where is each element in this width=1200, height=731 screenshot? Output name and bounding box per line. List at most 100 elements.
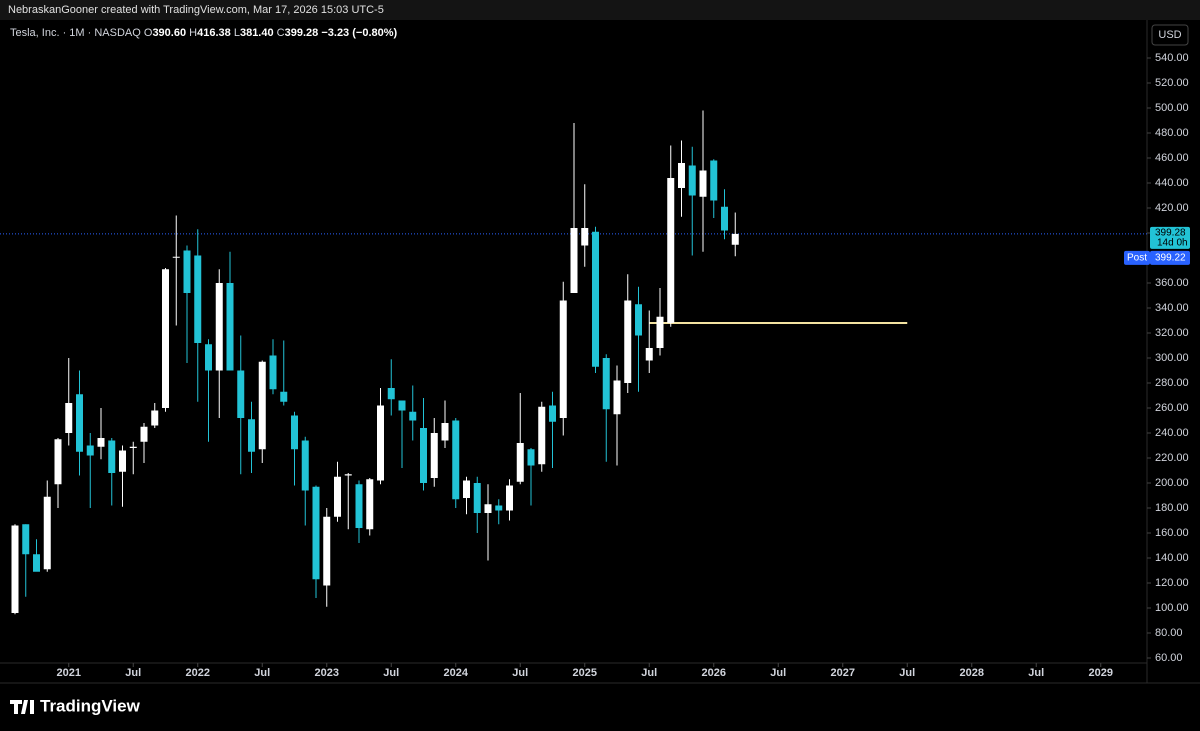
x-tick-label: Jul xyxy=(512,667,528,679)
candle-body xyxy=(667,178,675,323)
y-tick-label: 300.00 xyxy=(1155,352,1189,364)
x-tick-label: Jul xyxy=(254,667,270,679)
candle-body xyxy=(119,450,126,472)
last-price-box xyxy=(1150,226,1190,249)
legend-value: 390.60 xyxy=(152,27,186,39)
x-tick-label: Jul xyxy=(899,667,915,679)
candle-body xyxy=(699,170,707,197)
y-tick-label: 420.00 xyxy=(1155,202,1189,214)
candle-body xyxy=(97,438,105,447)
candle-body xyxy=(323,516,331,586)
x-tick-label: Jul xyxy=(1028,667,1044,679)
candle-body xyxy=(248,419,255,452)
y-tick-label: 240.00 xyxy=(1155,427,1189,439)
candle-body xyxy=(344,474,352,476)
candle-body xyxy=(678,163,685,188)
candle-body xyxy=(291,415,298,450)
candle-body xyxy=(409,411,417,421)
currency-box xyxy=(1151,24,1189,46)
y-tick-label: 540.00 xyxy=(1155,52,1189,64)
candle-body xyxy=(441,423,449,441)
y-tick-label: 140.00 xyxy=(1155,552,1189,564)
y-tick-label: 220.00 xyxy=(1155,452,1189,464)
legend-change: −3.23 (−0.80%) xyxy=(321,27,397,39)
candle-body xyxy=(581,228,589,246)
candle-body xyxy=(226,283,234,371)
y-tick-label: 320.00 xyxy=(1155,327,1189,339)
x-tick-label: 2026 xyxy=(702,667,726,679)
x-tick-label: 2023 xyxy=(315,667,339,679)
candle-body xyxy=(710,160,718,201)
candle-body xyxy=(387,388,395,400)
legend: Tesla, Inc. · 1M · NASDAQ O390.60 H416.3… xyxy=(10,27,398,39)
candle-body xyxy=(215,283,223,371)
candle-body xyxy=(559,300,567,418)
legend-symbol: Tesla, Inc. · 1M · NASDAQ xyxy=(10,27,141,39)
legend-value: 381.40 xyxy=(240,27,274,39)
candle-body xyxy=(484,504,492,513)
candle-body xyxy=(549,405,556,422)
candle-body xyxy=(11,525,19,613)
candle-body xyxy=(334,476,341,517)
candle-body xyxy=(280,391,288,402)
candle-body xyxy=(43,496,51,570)
candle-body xyxy=(54,439,62,485)
legend-value: 416.38 xyxy=(197,27,231,39)
candle-body xyxy=(65,403,73,433)
y-tick-label: 440.00 xyxy=(1155,177,1189,189)
x-tick-label: 2029 xyxy=(1089,667,1113,679)
candle-body xyxy=(205,344,212,371)
x-tick-label: Jul xyxy=(125,667,141,679)
y-tick-label: 360.00 xyxy=(1155,277,1189,289)
y-tick-label: 340.00 xyxy=(1155,302,1189,314)
candle-body xyxy=(355,484,363,528)
candle-body xyxy=(527,449,535,466)
candle-body xyxy=(420,428,427,483)
candle-body xyxy=(194,255,202,343)
candle-body xyxy=(624,300,632,383)
footer: TradingView xyxy=(40,696,141,715)
candle-body xyxy=(22,524,30,555)
candle-body xyxy=(76,394,83,452)
candle-body xyxy=(366,479,374,530)
candle-body xyxy=(183,250,191,293)
x-tick-label: Jul xyxy=(641,667,657,679)
candle-body xyxy=(731,233,739,245)
y-tick-label: 80.00 xyxy=(1155,627,1183,639)
candle-body xyxy=(592,231,599,367)
candle-body xyxy=(237,370,245,418)
candle-body xyxy=(258,361,266,450)
post-name-box xyxy=(1124,250,1150,265)
y-tick-label: 260.00 xyxy=(1155,402,1189,414)
candle-body xyxy=(570,228,578,293)
candle-body xyxy=(602,358,610,410)
candle-body xyxy=(506,485,513,511)
candle-body xyxy=(538,406,546,465)
candle-body xyxy=(172,256,180,258)
candle-body xyxy=(140,426,148,442)
candle-body xyxy=(635,304,642,336)
header: NebraskanGooner created with TradingView… xyxy=(8,4,384,16)
x-tick-label: 2022 xyxy=(186,667,210,679)
candle-body xyxy=(452,420,460,500)
x-tick-label: Jul xyxy=(770,667,786,679)
y-tick-label: 120.00 xyxy=(1155,577,1189,589)
candle-body xyxy=(312,486,320,580)
y-tick-label: 460.00 xyxy=(1155,152,1189,164)
candle-body xyxy=(129,446,137,448)
y-tick-label: 520.00 xyxy=(1155,77,1189,89)
candle-body xyxy=(151,410,159,426)
candle-body xyxy=(398,400,406,411)
legend-value: 399.28 xyxy=(285,27,319,39)
logo xyxy=(10,700,34,714)
x-tick-label: 2024 xyxy=(444,667,469,679)
candle-body xyxy=(33,554,40,572)
y-tick-label: 200.00 xyxy=(1155,477,1189,489)
y-tick-label: 480.00 xyxy=(1155,127,1189,139)
candle-body xyxy=(301,440,309,491)
legend-key: C xyxy=(277,27,285,39)
candle-body xyxy=(495,505,503,511)
candle-body xyxy=(645,348,653,361)
